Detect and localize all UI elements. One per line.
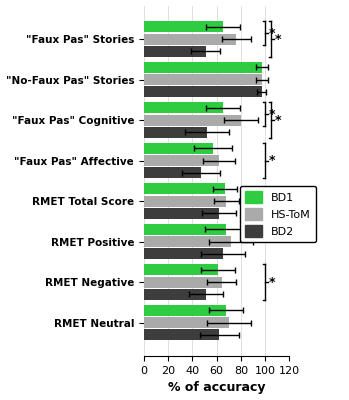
- Bar: [144, 305, 227, 316]
- Bar: [144, 22, 223, 32]
- Bar: [144, 74, 262, 85]
- Bar: [144, 86, 262, 97]
- Bar: [144, 184, 225, 194]
- Bar: [144, 248, 223, 259]
- Bar: [144, 155, 219, 166]
- Bar: [144, 208, 219, 219]
- Bar: [144, 167, 201, 178]
- Text: *: *: [269, 108, 275, 120]
- Text: *: *: [269, 154, 275, 167]
- Bar: [144, 264, 218, 275]
- Legend: BD1, HS-ToM, BD2: BD1, HS-ToM, BD2: [239, 186, 316, 242]
- Bar: [144, 236, 231, 247]
- Bar: [144, 127, 207, 138]
- Bar: [144, 46, 206, 57]
- X-axis label: % of accuracy: % of accuracy: [168, 382, 266, 394]
- Bar: [144, 289, 206, 300]
- Bar: [144, 115, 241, 126]
- Bar: [144, 277, 222, 288]
- Bar: [144, 62, 262, 73]
- Text: *: *: [269, 26, 275, 40]
- Text: *: *: [275, 33, 281, 46]
- Bar: [144, 224, 227, 235]
- Bar: [144, 317, 229, 328]
- Bar: [144, 143, 213, 154]
- Bar: [144, 34, 236, 44]
- Text: *: *: [269, 276, 275, 288]
- Bar: [144, 329, 219, 340]
- Text: *: *: [275, 114, 281, 127]
- Bar: [144, 102, 223, 113]
- Bar: [144, 196, 227, 206]
